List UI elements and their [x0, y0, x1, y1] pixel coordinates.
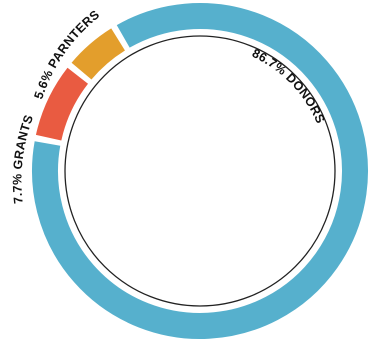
slice-donors [32, 3, 368, 339]
slice-grants [35, 67, 89, 141]
donut-segments [32, 3, 368, 339]
slice-parnters [71, 28, 126, 80]
slice-label-grants: 7.7% GRANTS [10, 113, 36, 205]
inner-circle-outline [64, 35, 336, 307]
